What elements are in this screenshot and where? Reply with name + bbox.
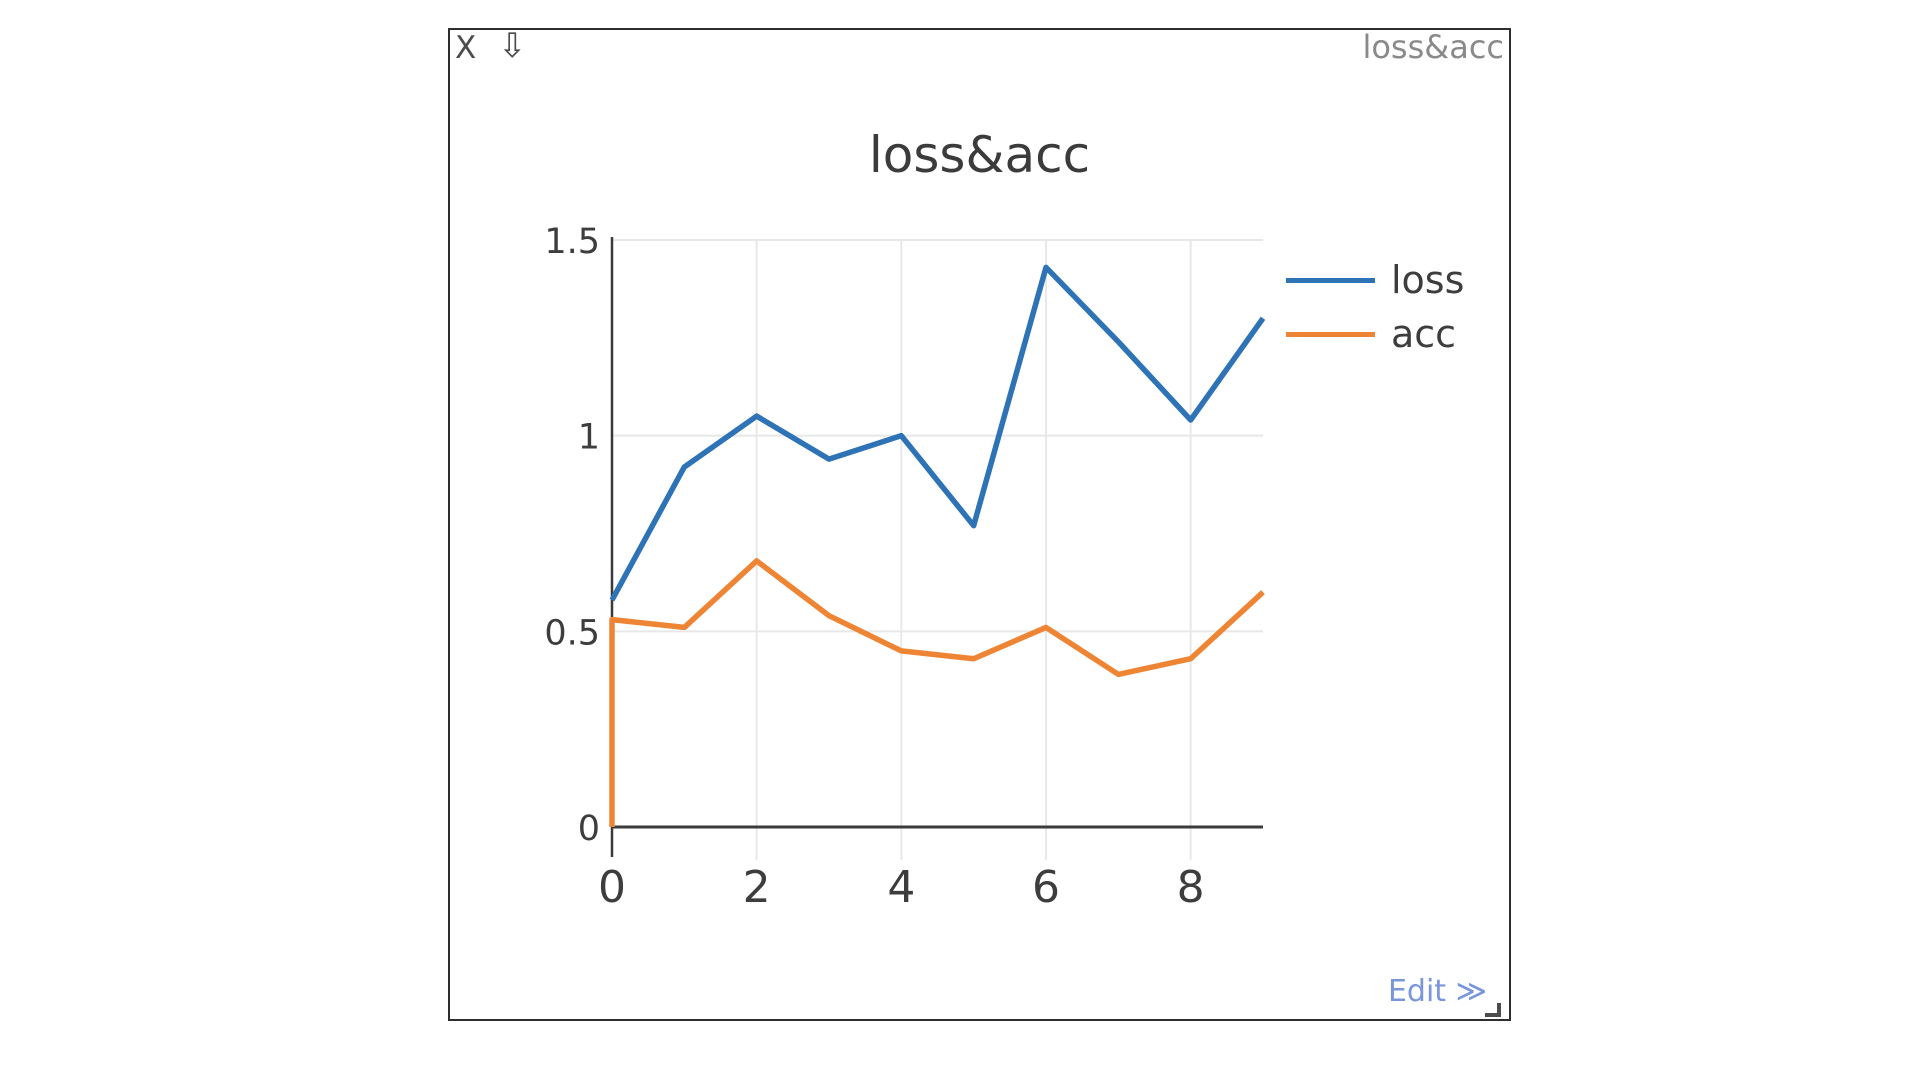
legend-label-loss: loss xyxy=(1391,258,1465,302)
download-icon[interactable]: ⇩ xyxy=(498,26,527,66)
x-tick-label-0: 0 xyxy=(598,862,626,913)
y-tick-label-1: 1 xyxy=(578,418,600,458)
x-tick-label-8: 8 xyxy=(1177,862,1205,913)
x-tick-label-4: 4 xyxy=(887,862,915,913)
plot-window: X ⇩ loss&acc loss&acc 0 0.5 1 1.5 0 2 4 6 8 loss… xyxy=(448,28,1511,1021)
acc-line xyxy=(609,558,1265,827)
legend-swatch-acc xyxy=(1286,331,1375,337)
legend-label-acc: acc xyxy=(1391,312,1457,356)
y-tick-label-1.5: 1.5 xyxy=(544,222,600,262)
chart-canvas[interactable]: 0 0.5 1 1.5 0 2 4 6 8 xyxy=(450,30,1509,1019)
legend-swatch-loss xyxy=(1286,277,1375,283)
y-tick-label-0: 0 xyxy=(578,809,600,849)
x-tick-label-2: 2 xyxy=(743,862,771,913)
chart-legend: loss acc xyxy=(1286,253,1464,361)
resize-handle-icon[interactable] xyxy=(1485,1003,1501,1017)
edit-link[interactable]: Edit ≫ xyxy=(1387,974,1487,1009)
chart-title: loss&acc xyxy=(868,126,1091,184)
close-icon[interactable]: X xyxy=(455,30,477,66)
legend-item-acc[interactable]: acc xyxy=(1286,307,1464,361)
legend-item-loss[interactable]: loss xyxy=(1286,253,1464,307)
y-tick-label-0.5: 0.5 xyxy=(544,613,600,653)
loss-line xyxy=(609,264,1266,602)
x-tick-label-6: 6 xyxy=(1032,862,1060,913)
window-title: loss&acc xyxy=(1362,28,1504,66)
